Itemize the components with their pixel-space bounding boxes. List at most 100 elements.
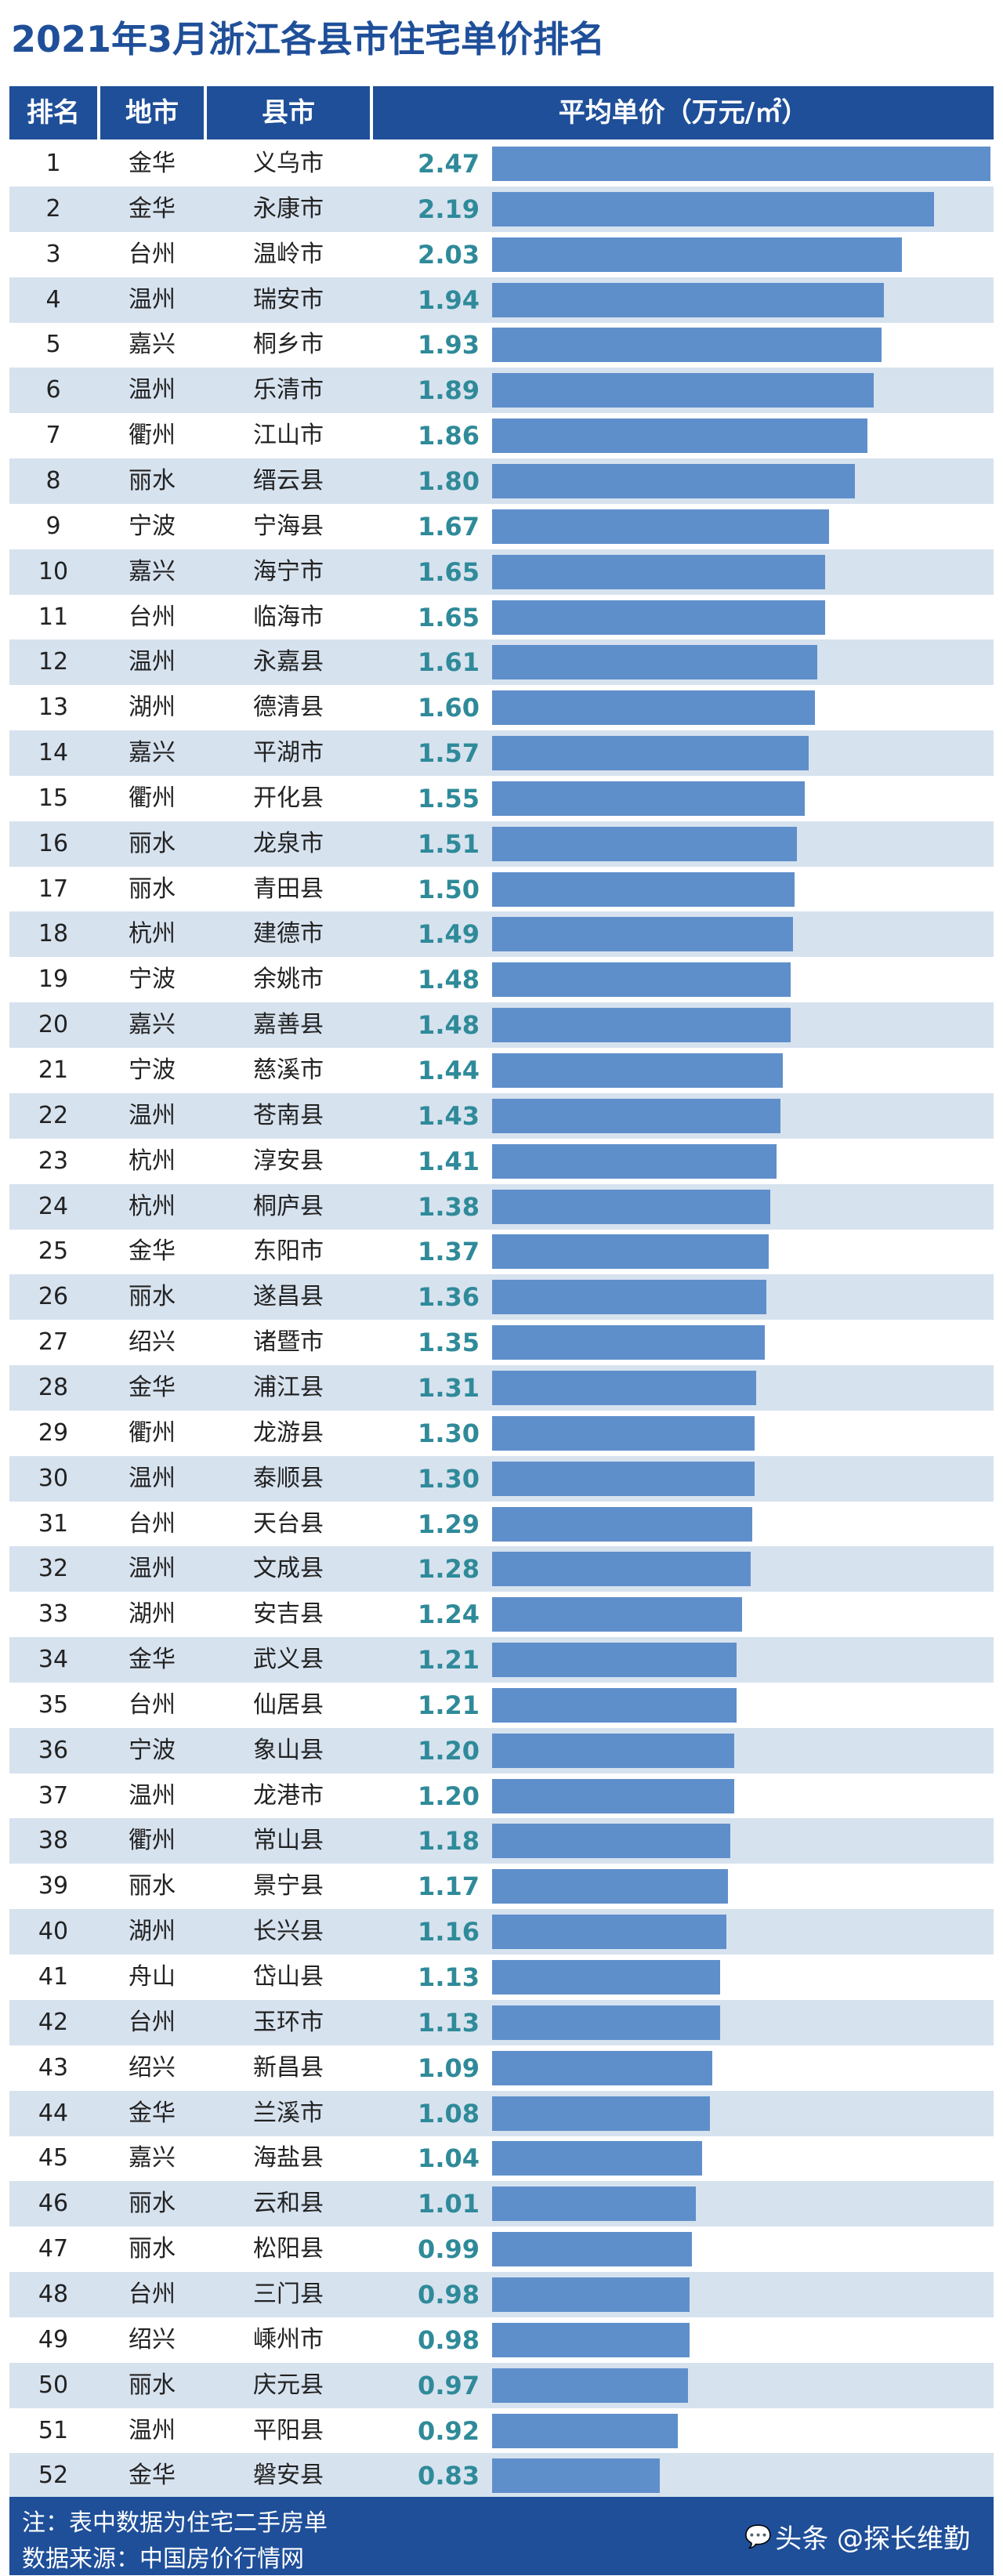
city-cell: 丽水 — [129, 875, 176, 903]
table-row: 10 嘉兴 海宁市 1.65 — [9, 549, 994, 595]
rank-cell: 28 — [38, 1373, 69, 1401]
price-bar — [492, 147, 990, 181]
city-cell: 丽水 — [129, 2190, 176, 2218]
value-label: 0.92 — [418, 2415, 480, 2446]
value-label: 1.49 — [418, 919, 480, 950]
county-cell: 瑞安市 — [253, 285, 324, 313]
county-cell: 龙游县 — [253, 1418, 324, 1447]
value-label: 2.03 — [418, 239, 480, 270]
table-row: 23 杭州 淳安县 1.41 — [9, 1139, 994, 1184]
county-cell: 余姚市 — [253, 966, 324, 994]
city-cell: 绍兴 — [129, 1328, 176, 1357]
value-label: 1.01 — [418, 2189, 480, 2219]
city-cell: 衢州 — [129, 784, 176, 812]
county-cell: 缙云县 — [253, 466, 324, 495]
table-row: 42 台州 玉环市 1.13 — [9, 1999, 994, 2045]
price-bar — [492, 509, 829, 544]
price-bar — [492, 2232, 692, 2267]
price-bar — [492, 282, 884, 317]
county-cell: 平阳县 — [253, 2416, 324, 2444]
table-row: 29 衢州 龙游县 1.30 — [9, 1411, 994, 1456]
city-cell: 宁波 — [129, 512, 176, 540]
price-bar — [492, 418, 867, 454]
table-row: 35 台州 仙居县 1.21 — [9, 1683, 994, 1728]
city-cell: 台州 — [129, 603, 176, 631]
county-cell: 温岭市 — [253, 240, 324, 268]
value-label: 1.18 — [418, 1826, 480, 1857]
rank-cell: 13 — [38, 694, 69, 722]
value-label: 1.55 — [418, 783, 480, 813]
rank-cell: 24 — [38, 1192, 69, 1220]
value-label: 1.65 — [418, 602, 480, 632]
table-row: 25 金华 东阳市 1.37 — [9, 1229, 994, 1274]
price-bar — [492, 2458, 660, 2494]
value-label: 2.47 — [418, 149, 480, 179]
county-cell: 淳安县 — [253, 1147, 324, 1175]
value-label: 0.83 — [418, 2461, 480, 2491]
county-cell: 岱山县 — [253, 1963, 324, 1991]
price-bar — [492, 373, 874, 408]
rank-cell: 23 — [38, 1147, 69, 1175]
rank-cell: 36 — [38, 1736, 69, 1764]
city-cell: 金华 — [129, 150, 176, 177]
value-label: 1.93 — [418, 330, 480, 360]
table-row: 9 宁波 宁海县 1.67 — [9, 504, 994, 549]
county-cell: 平湖市 — [253, 739, 324, 767]
city-cell: 杭州 — [129, 920, 176, 948]
county-cell: 新昌县 — [253, 2053, 324, 2081]
city-cell: 衢州 — [129, 422, 176, 450]
price-bar — [492, 1960, 720, 1994]
price-bar — [492, 1143, 777, 1179]
price-bar — [492, 1008, 791, 1043]
value-label: 1.28 — [418, 1554, 480, 1585]
table-row: 48 台州 三门县 0.98 — [9, 2271, 994, 2317]
rank-cell: 11 — [38, 603, 69, 631]
city-cell: 台州 — [129, 240, 176, 268]
table-row: 31 台州 天台县 1.29 — [9, 1502, 994, 1547]
city-cell: 丽水 — [129, 2371, 176, 2399]
county-cell: 磐安县 — [253, 2462, 324, 2490]
rank-cell: 16 — [38, 829, 69, 857]
city-cell: 温州 — [129, 1781, 176, 1810]
value-label: 1.37 — [418, 1237, 480, 1267]
table-row: 15 衢州 开化县 1.55 — [9, 776, 994, 821]
value-label: 0.98 — [418, 2279, 480, 2310]
value-label: 1.17 — [418, 1871, 480, 1902]
table-row: 30 温州 泰顺县 1.30 — [9, 1455, 994, 1502]
price-bar — [492, 1415, 755, 1451]
price-bar — [492, 191, 934, 226]
value-label: 1.36 — [418, 1282, 480, 1313]
city-cell: 舟山 — [129, 1963, 176, 1991]
table-row: 2 金华 永康市 2.19 — [9, 186, 994, 232]
city-cell: 温州 — [129, 376, 176, 404]
value-label: 0.97 — [418, 2370, 480, 2400]
value-label: 1.30 — [418, 1463, 480, 1494]
value-label: 1.21 — [418, 1645, 480, 1676]
table-row: 52 金华 磐安县 0.83 — [9, 2453, 994, 2499]
header-city: 地市 — [125, 97, 179, 129]
price-bar — [492, 1461, 755, 1496]
price-bar — [492, 1597, 743, 1632]
county-cell: 仙居县 — [253, 1690, 324, 1719]
table-row: 19 宁波 余姚市 1.48 — [9, 957, 994, 1002]
county-cell: 桐乡市 — [253, 331, 324, 359]
rank-cell: 37 — [38, 1781, 69, 1810]
table-row: 39 丽水 景宁县 1.17 — [9, 1864, 994, 1909]
value-label: 1.43 — [418, 1100, 480, 1131]
chart-title: 2021年3月浙江各县市住宅单价排名 — [11, 18, 606, 60]
value-label: 1.61 — [418, 647, 480, 678]
header-county: 县市 — [262, 97, 315, 129]
county-cell: 三门县 — [253, 2280, 324, 2308]
value-label: 1.16 — [418, 1917, 480, 1947]
price-bar — [492, 328, 882, 363]
header-divider — [370, 86, 373, 139]
city-cell: 金华 — [129, 194, 176, 223]
rank-cell: 6 — [45, 376, 61, 404]
watermark-text: 头条 @探长维勤 — [775, 2523, 970, 2555]
price-bar — [492, 1869, 729, 1904]
value-label: 1.57 — [418, 738, 480, 769]
price-bar — [492, 690, 815, 726]
county-cell: 永康市 — [253, 194, 324, 223]
rank-cell: 38 — [38, 1827, 69, 1855]
county-cell: 慈溪市 — [253, 1056, 324, 1084]
